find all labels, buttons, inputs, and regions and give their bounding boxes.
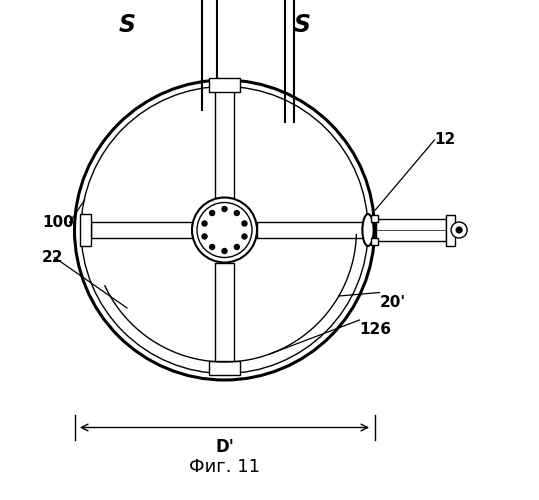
Text: D': D': [215, 438, 234, 456]
Circle shape: [210, 210, 215, 216]
Bar: [257, 222, 370, 238]
Circle shape: [222, 206, 227, 212]
Text: 12: 12: [434, 132, 456, 148]
Text: 100: 100: [42, 215, 74, 230]
Text: 20': 20': [379, 295, 406, 310]
Circle shape: [242, 234, 247, 239]
Bar: [371, 238, 378, 244]
Bar: [91, 222, 192, 238]
Bar: [79, 214, 91, 246]
Circle shape: [242, 221, 247, 226]
Bar: [371, 215, 378, 222]
Bar: [376, 220, 446, 240]
Circle shape: [202, 221, 207, 226]
Bar: [209, 78, 240, 92]
Bar: [209, 361, 240, 375]
Bar: [446, 214, 455, 246]
Circle shape: [192, 198, 257, 262]
Bar: [215, 262, 234, 368]
Text: S: S: [294, 13, 310, 37]
Circle shape: [234, 210, 239, 216]
Circle shape: [202, 234, 207, 239]
Circle shape: [451, 222, 467, 238]
Circle shape: [197, 202, 252, 258]
Text: 126: 126: [360, 322, 391, 338]
Circle shape: [455, 226, 462, 234]
Text: Фиг. 11: Фиг. 11: [189, 458, 260, 476]
Bar: [215, 85, 234, 198]
Text: S: S: [119, 13, 135, 37]
Ellipse shape: [362, 214, 374, 246]
Circle shape: [210, 244, 215, 250]
Circle shape: [222, 248, 227, 254]
Circle shape: [234, 244, 239, 250]
Text: 22: 22: [42, 250, 64, 265]
